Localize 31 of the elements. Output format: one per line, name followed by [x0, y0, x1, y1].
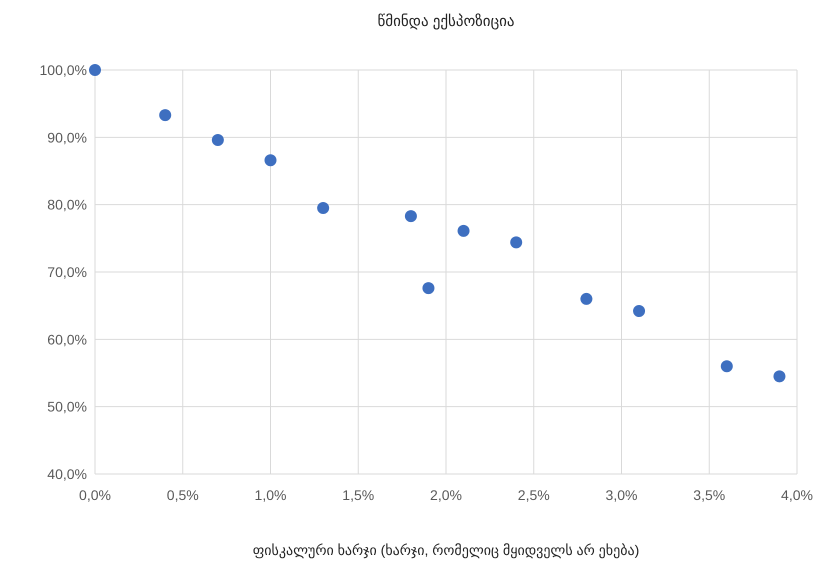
x-tick-label: 3,0% — [606, 487, 638, 503]
point — [264, 154, 276, 166]
y-tick-label: 50,0% — [47, 398, 87, 415]
x-tick-label: 3,5% — [693, 487, 726, 503]
y-tick-label: 90,0% — [47, 129, 87, 146]
point — [159, 109, 172, 122]
x-tick-label: 2,0% — [430, 487, 462, 503]
x-tick-label: 1,0% — [254, 487, 286, 503]
point — [580, 292, 592, 305]
x-tick-label: 0,5% — [166, 487, 199, 503]
point — [720, 360, 733, 372]
point — [212, 134, 224, 146]
point — [510, 236, 522, 248]
x-tick-label: 0,0% — [79, 487, 111, 503]
point — [89, 64, 101, 76]
point — [458, 224, 470, 237]
y-tick-label: 80,0% — [47, 196, 87, 213]
chart-title: წმინდა ექსპოზიცია — [377, 13, 515, 30]
point — [422, 282, 434, 294]
y-tick-label: 70,0% — [47, 264, 87, 280]
y-tick-label: 100,0% — [40, 62, 87, 78]
point — [404, 210, 417, 222]
x-tick-label: 4,0% — [781, 487, 813, 503]
x-axis-title: ფისკალური ხარჯი (ხარჯი, რომელიც მყიდველს არ ეხება) — [252, 542, 640, 559]
y-tick-label: 40,0% — [47, 466, 87, 482]
x-tick-label: 2,5% — [518, 487, 550, 503]
x-tick-label: 1,5% — [342, 487, 374, 503]
point — [317, 202, 330, 214]
point — [773, 370, 786, 382]
point — [633, 305, 646, 318]
y-tick-label: 60,0% — [47, 331, 87, 348]
